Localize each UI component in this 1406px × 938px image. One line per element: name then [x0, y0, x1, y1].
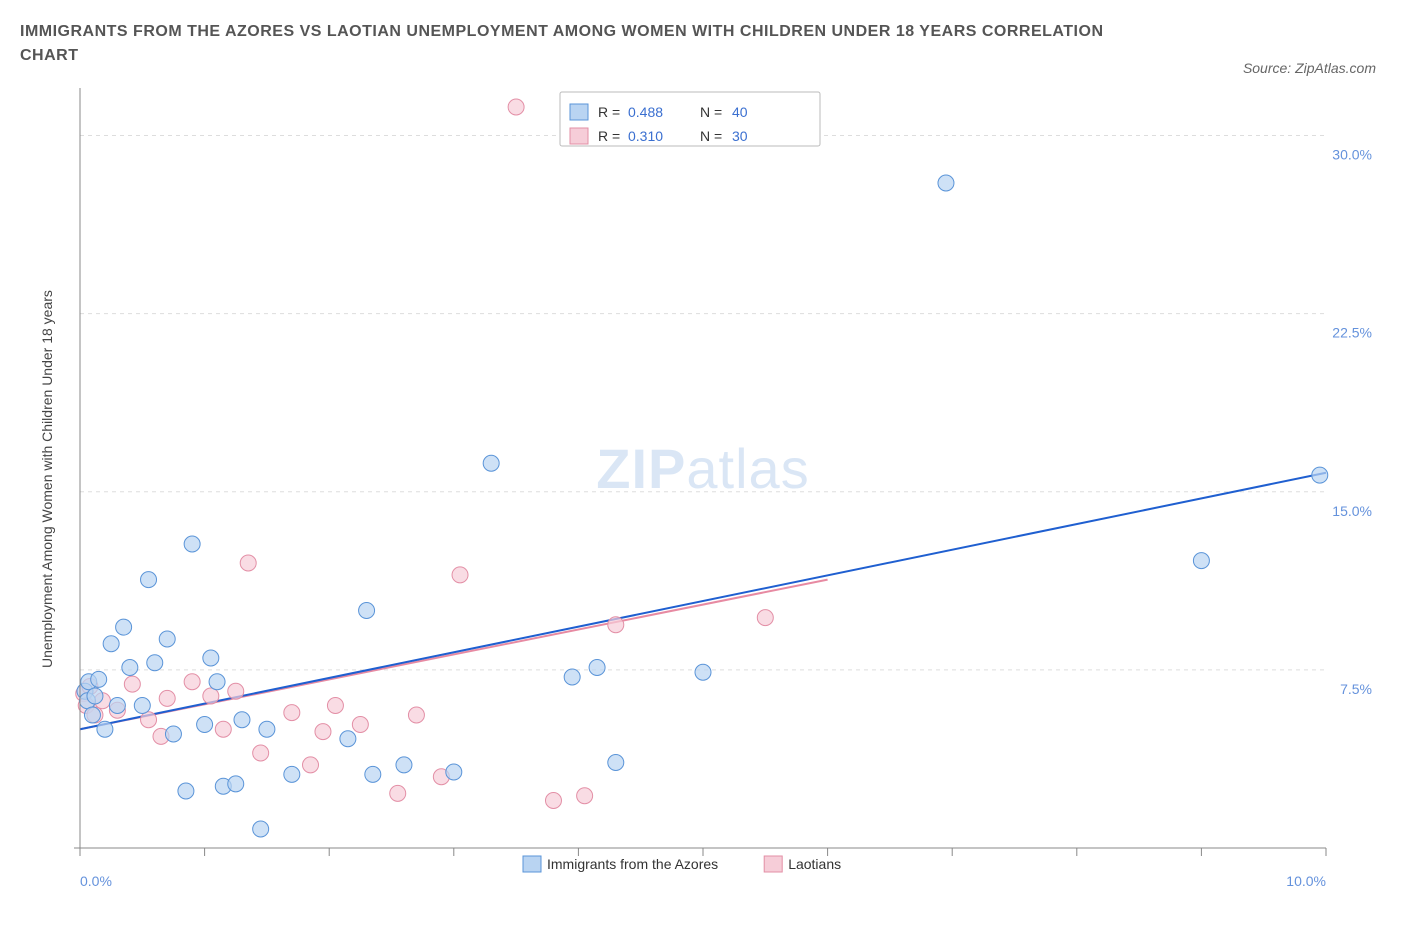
data-point — [97, 721, 113, 737]
data-point — [396, 757, 412, 773]
data-point — [228, 776, 244, 792]
legend-n-value: 30 — [732, 128, 748, 144]
data-point — [284, 766, 300, 782]
bottom-legend-label: Immigrants from the Azores — [547, 856, 718, 872]
data-point — [184, 536, 200, 552]
data-point — [695, 664, 711, 680]
legend-r-value: 0.488 — [628, 104, 663, 120]
data-point — [178, 783, 194, 799]
data-point — [589, 660, 605, 676]
data-point — [757, 610, 773, 626]
data-point — [303, 757, 319, 773]
x-tick-label: 0.0% — [80, 873, 112, 889]
data-point — [452, 567, 468, 583]
data-point — [84, 707, 100, 723]
data-point — [209, 674, 225, 690]
trend-line — [80, 473, 1326, 730]
data-point — [103, 636, 119, 652]
data-point — [577, 788, 593, 804]
data-point — [159, 631, 175, 647]
data-point — [315, 724, 331, 740]
legend-r-label: R = — [598, 104, 620, 120]
chart-container: 7.5% 15.0% 22.5% 30.0% ZIPatlas 0.0% 10.0% Unem… — [20, 78, 1386, 918]
legend-n-label: N = — [700, 104, 722, 120]
data-point — [508, 99, 524, 115]
chart-title: IMMIGRANTS FROM THE AZORES VS LAOTIAN UN… — [20, 20, 1120, 68]
data-point — [327, 698, 343, 714]
data-point — [340, 731, 356, 747]
y-tick-label: 30.0% — [1332, 147, 1372, 163]
data-point — [483, 455, 499, 471]
data-point — [141, 572, 157, 588]
data-point — [545, 793, 561, 809]
legend-r-value: 0.310 — [628, 128, 663, 144]
data-point — [197, 717, 213, 733]
data-point — [147, 655, 163, 671]
data-point — [1193, 553, 1209, 569]
data-point — [91, 671, 107, 687]
source-label: Source: ZipAtlas.com — [1243, 60, 1376, 76]
bottom-legend-label: Laotians — [788, 856, 841, 872]
scatter-chart: 7.5% 15.0% 22.5% 30.0% ZIPatlas 0.0% 10.0% Unem… — [20, 78, 1386, 918]
data-point — [1312, 467, 1328, 483]
data-point — [203, 650, 219, 666]
data-point — [134, 698, 150, 714]
bottom-legend-swatch — [764, 856, 782, 872]
data-point — [228, 683, 244, 699]
data-point — [87, 688, 103, 704]
legend-r-label: R = — [598, 128, 620, 144]
data-point — [203, 688, 219, 704]
y-tick-label: 22.5% — [1332, 325, 1372, 341]
x-tick-label: 10.0% — [1286, 873, 1326, 889]
data-point — [352, 717, 368, 733]
data-point — [159, 690, 175, 706]
y-axis-label: Unemployment Among Women with Children U… — [39, 290, 55, 668]
data-point — [165, 726, 181, 742]
data-point — [141, 712, 157, 728]
data-point — [184, 674, 200, 690]
legend-n-label: N = — [700, 128, 722, 144]
data-point — [390, 785, 406, 801]
y-tick-label: 15.0% — [1332, 503, 1372, 519]
data-point — [240, 555, 256, 571]
data-point — [109, 698, 125, 714]
data-point — [446, 764, 462, 780]
data-point — [116, 619, 132, 635]
data-point — [365, 766, 381, 782]
data-point — [608, 755, 624, 771]
data-point — [253, 821, 269, 837]
legend-swatch — [570, 128, 588, 144]
data-point — [938, 175, 954, 191]
data-point — [215, 721, 231, 737]
legend-n-value: 40 — [732, 104, 748, 120]
legend-swatch — [570, 104, 588, 120]
data-point — [608, 617, 624, 633]
data-point — [234, 712, 250, 728]
watermark: ZIPatlas — [596, 437, 809, 500]
data-point — [359, 603, 375, 619]
data-point — [284, 705, 300, 721]
bottom-legend-swatch — [523, 856, 541, 872]
data-point — [253, 745, 269, 761]
data-point — [259, 721, 275, 737]
data-point — [564, 669, 580, 685]
data-point — [122, 660, 138, 676]
data-point — [408, 707, 424, 723]
y-tick-label: 7.5% — [1340, 681, 1372, 697]
data-point — [124, 676, 140, 692]
